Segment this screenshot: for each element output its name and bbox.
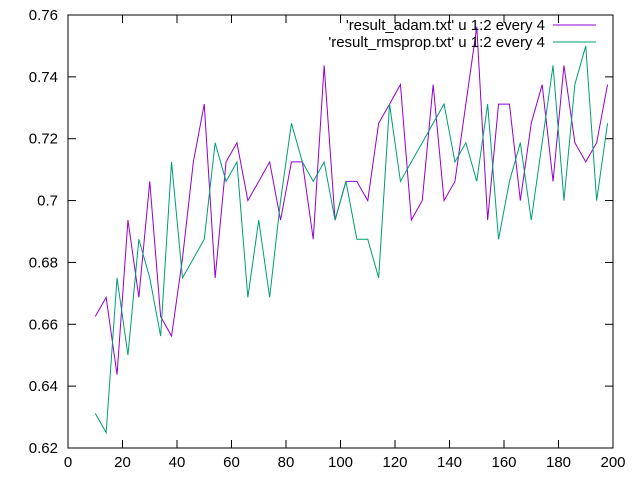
y-tick-label: 0.68 <box>29 254 58 271</box>
y-tick-label: 0.64 <box>29 378 58 395</box>
legend-label: 'result_adam.txt' u 1:2 every 4 <box>346 17 545 34</box>
series-line-rmsprop <box>94 45 609 435</box>
x-tick-label: 20 <box>114 454 131 471</box>
y-tick-label: 0.7 <box>37 193 58 210</box>
x-tick-label: 100 <box>328 454 353 471</box>
legend-label: 'result_rmsprop.txt' u 1:2 every 4 <box>328 34 545 51</box>
x-tick-label: 160 <box>491 454 516 471</box>
ticks-layer: 0 20 40 60 80 100 120 140 160 180 200 0.62 0.64 0.66 0… <box>29 7 626 471</box>
plot-frame <box>67 14 614 449</box>
series-layer <box>94 26 609 435</box>
x-tick-label: 200 <box>600 454 625 471</box>
x-tick-label: 80 <box>278 454 295 471</box>
y-tick-label: 0.66 <box>29 316 58 333</box>
y-tick-label: 0.76 <box>29 7 58 24</box>
x-tick-label: 0 <box>64 454 72 471</box>
x-tick-label: 60 <box>223 454 240 471</box>
series-line-adam <box>94 26 609 375</box>
y-tick-label: 0.74 <box>29 69 58 86</box>
y-tick-label: 0.62 <box>29 440 58 457</box>
y-tick-label: 0.72 <box>29 131 58 148</box>
x-tick-label: 120 <box>382 454 407 471</box>
x-tick-label: 40 <box>169 454 186 471</box>
legend: 'result_adam.txt' u 1:2 every 4'result_r… <box>328 17 596 51</box>
x-tick-label: 180 <box>546 454 571 471</box>
x-tick-label: 140 <box>437 454 462 471</box>
